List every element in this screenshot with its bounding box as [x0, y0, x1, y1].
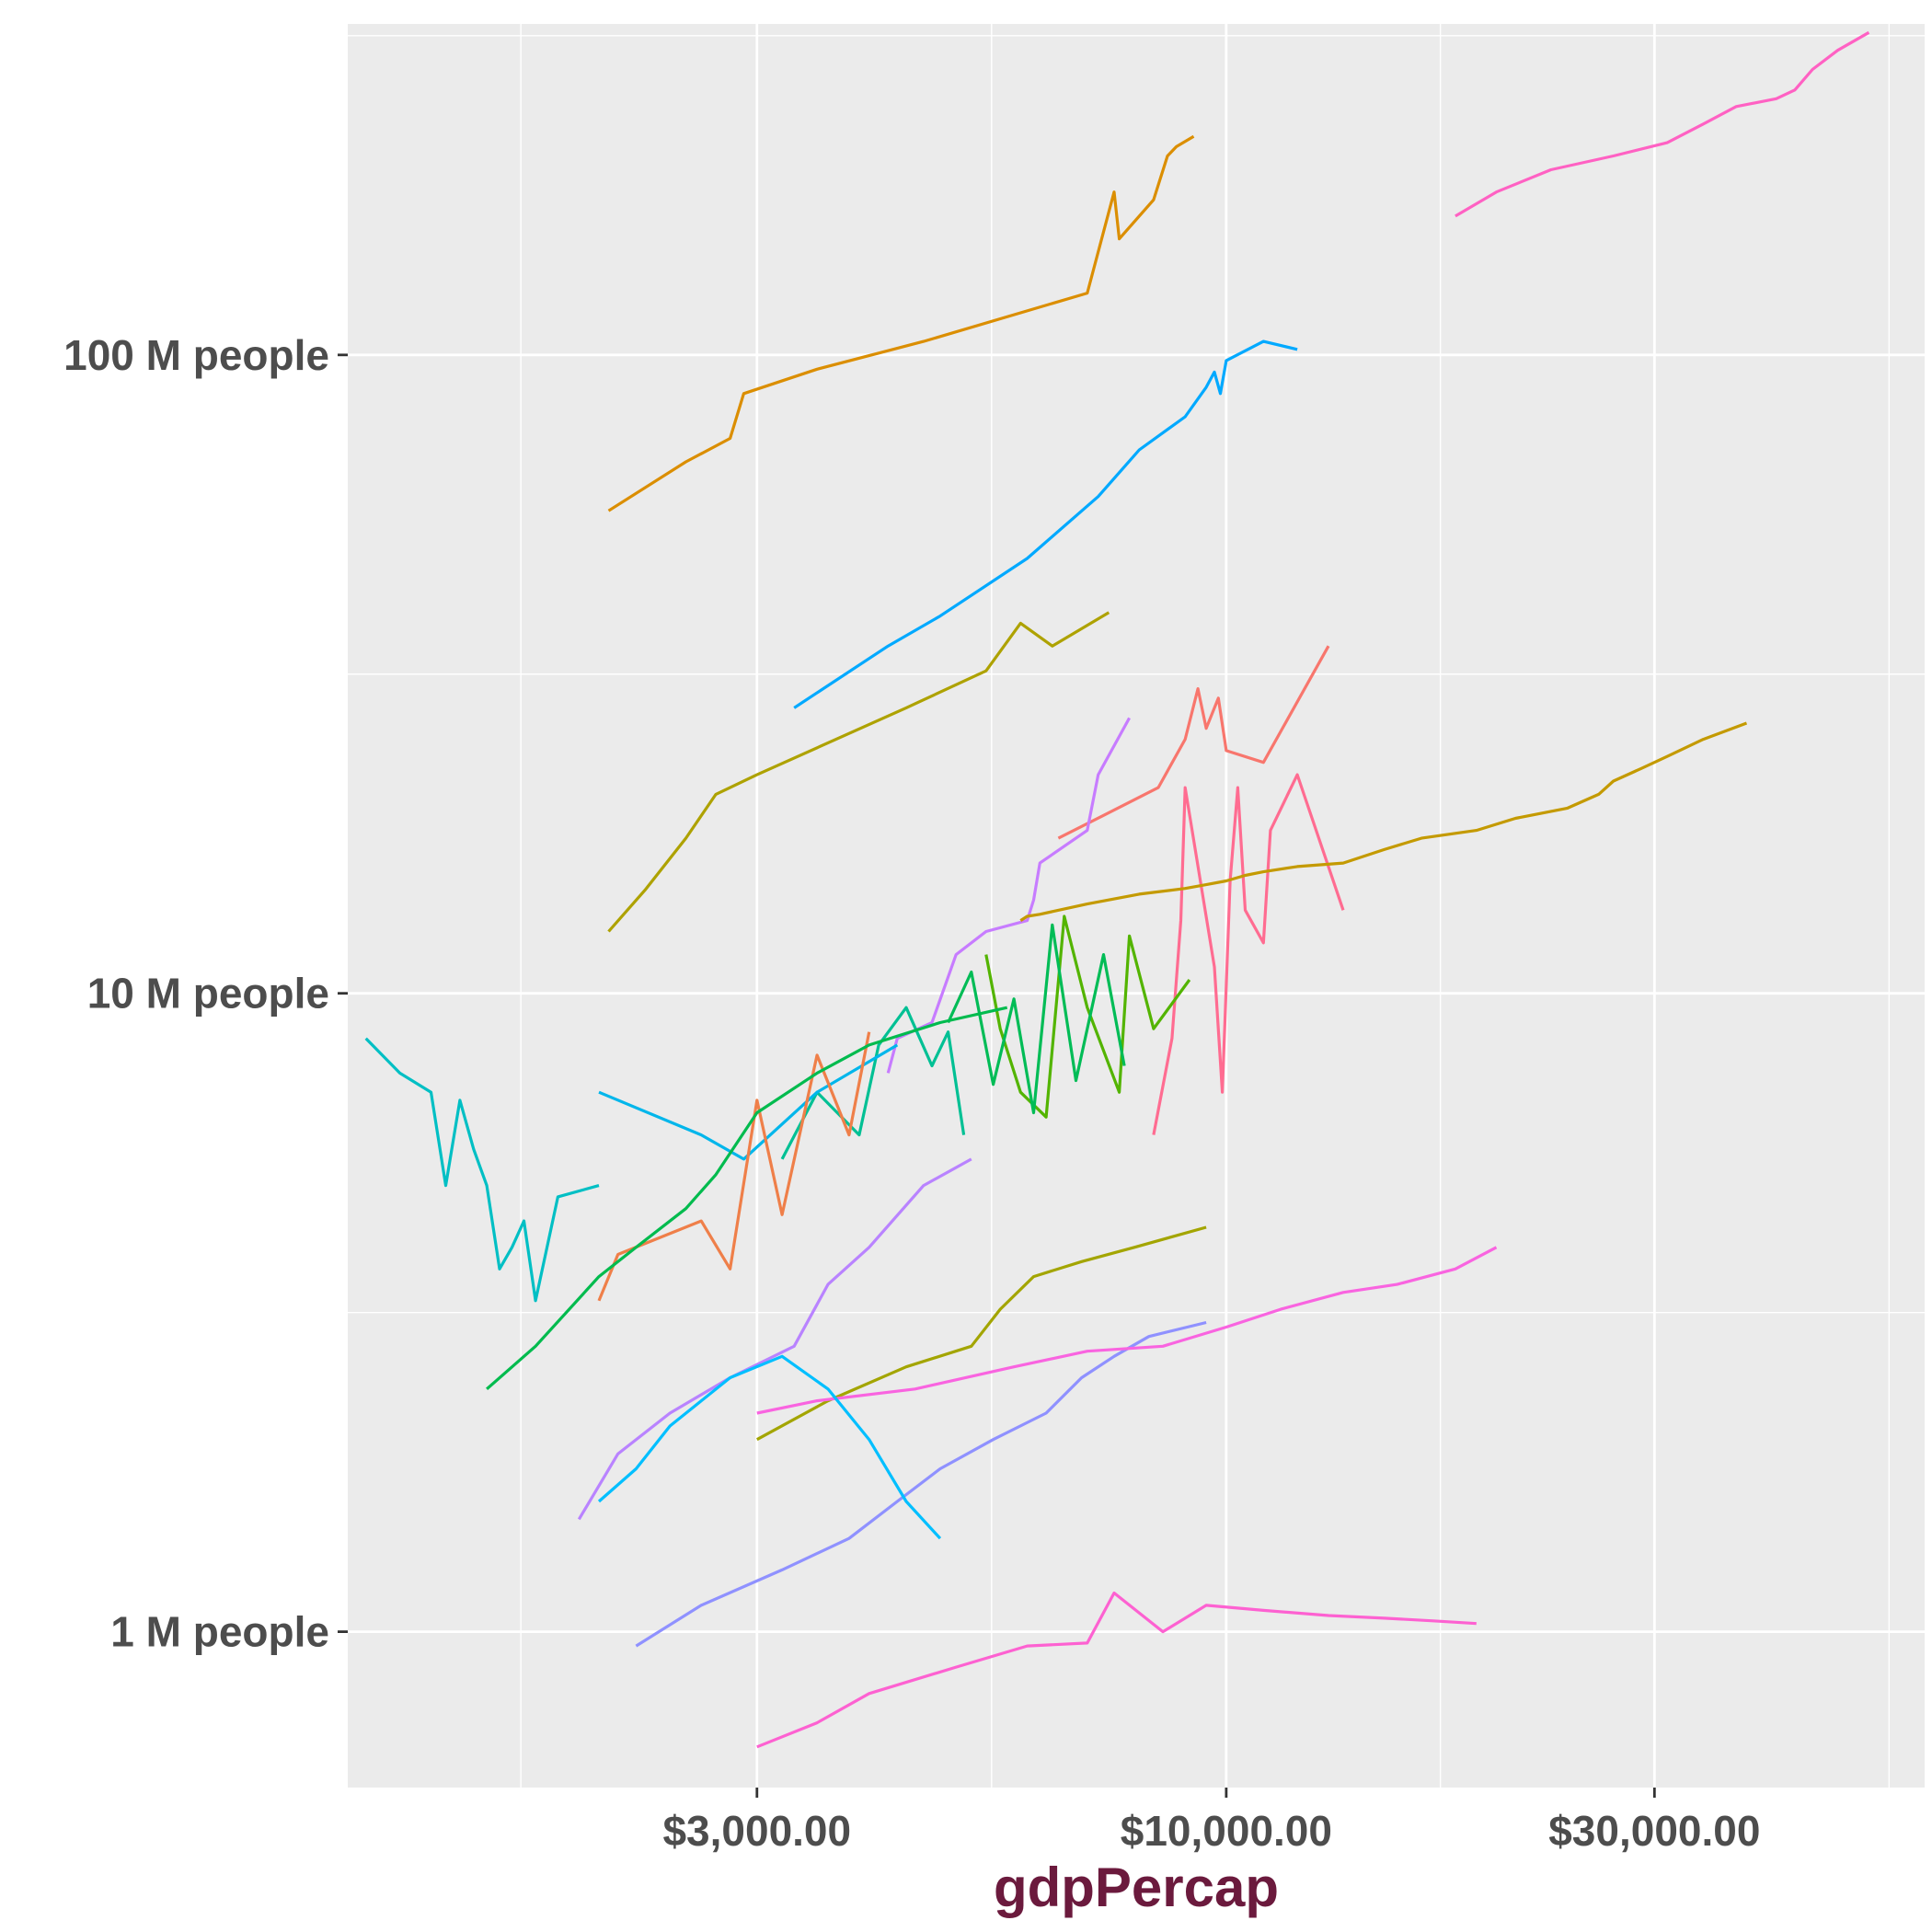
series-line — [635, 1320, 1207, 1648]
series-line — [577, 1157, 972, 1521]
series-line — [597, 1031, 871, 1302]
series-line — [607, 134, 1195, 512]
x-tick-labels: $3,000.00 $10,000.00 $30,000.00 — [662, 1807, 1760, 1855]
y-tick-label: 10 M people — [87, 970, 329, 1018]
grid-minor — [348, 24, 1925, 1788]
y-tick-labels: 1 M people 10 M people 100 M people — [63, 331, 329, 1656]
series-line — [984, 914, 1191, 1119]
series-line — [793, 339, 1298, 709]
series-line — [486, 1006, 1008, 1391]
series-line — [597, 1354, 942, 1540]
series-line — [1455, 30, 1870, 218]
series-line — [364, 1037, 600, 1303]
plot-panel — [348, 24, 1925, 1788]
x-tick-label: $3,000.00 — [662, 1807, 851, 1855]
x-tick-label: $30,000.00 — [1548, 1807, 1760, 1855]
x-tick-label: $10,000.00 — [1121, 1807, 1332, 1855]
series-line — [756, 1246, 1498, 1415]
series-line — [947, 923, 1126, 1115]
axis-ticks — [338, 353, 1656, 1798]
series-line — [756, 1225, 1207, 1442]
series-layer — [364, 30, 1870, 1749]
series-line — [756, 1591, 1477, 1749]
series-line — [1019, 721, 1748, 922]
series-line — [598, 1043, 899, 1161]
x-axis-title: gdpPercap — [994, 1857, 1279, 1918]
y-tick-label: 1 M people — [110, 1608, 329, 1656]
series-line — [1057, 645, 1330, 840]
series-line — [607, 611, 1110, 933]
grid-major — [348, 24, 1925, 1788]
y-tick-label: 100 M people — [63, 331, 329, 379]
series-line — [780, 1006, 966, 1160]
